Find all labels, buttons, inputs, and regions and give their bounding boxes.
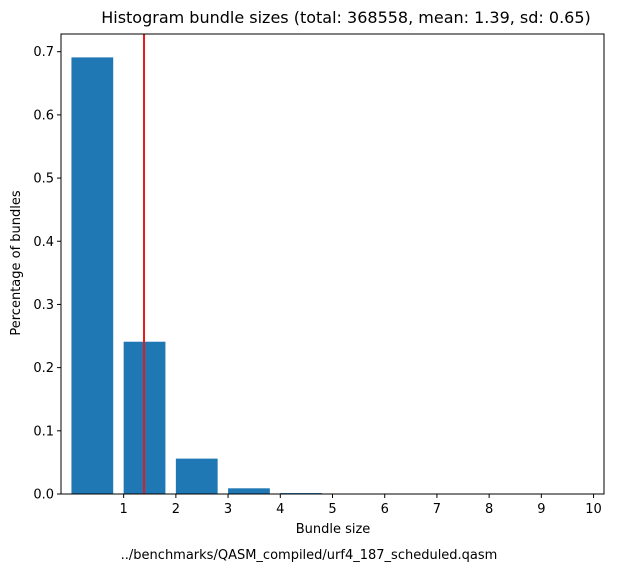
y-tick-label: 0.6	[33, 108, 54, 123]
x-tick-label: 7	[433, 502, 441, 517]
y-tick-label: 0.3	[33, 298, 54, 313]
y-tick-label: 0.1	[33, 424, 54, 439]
bar-3	[175, 458, 218, 494]
y-axis-label: Percentage of bundles	[9, 190, 24, 336]
x-tick-label: 10	[585, 502, 602, 517]
y-tick-label: 0.2	[33, 361, 54, 376]
y-tick-label: 0.4	[33, 235, 54, 250]
bar-4	[228, 488, 270, 494]
x-tick-label: 3	[224, 502, 232, 517]
x-axis-ticks: 1 2 3 4 5 6 7 8 9 10	[120, 494, 602, 517]
bar-1	[71, 57, 114, 494]
x-axis-label: Bundle size	[296, 522, 371, 537]
file-caption: ../benchmarks/QASM_compiled/urf4_187_sch…	[121, 548, 498, 563]
y-tick-label: 0.7	[33, 45, 54, 60]
x-tick-label: 4	[276, 502, 284, 517]
x-tick-label: 2	[172, 502, 180, 517]
x-tick-label: 6	[381, 502, 389, 517]
x-tick-label: 8	[485, 502, 493, 517]
x-tick-label: 1	[120, 502, 128, 517]
chart-title: Histogram bundle sizes (total: 368558, m…	[101, 8, 591, 27]
y-tick-label: 0.5	[33, 172, 54, 187]
y-tick-label: 0.0	[33, 488, 54, 503]
x-tick-label: 9	[537, 502, 545, 517]
y-axis-ticks: 0.0 0.1 0.2 0.3 0.4 0.5 0.6 0.7	[33, 45, 61, 503]
bars-group	[71, 57, 427, 494]
x-tick-label: 5	[328, 502, 336, 517]
